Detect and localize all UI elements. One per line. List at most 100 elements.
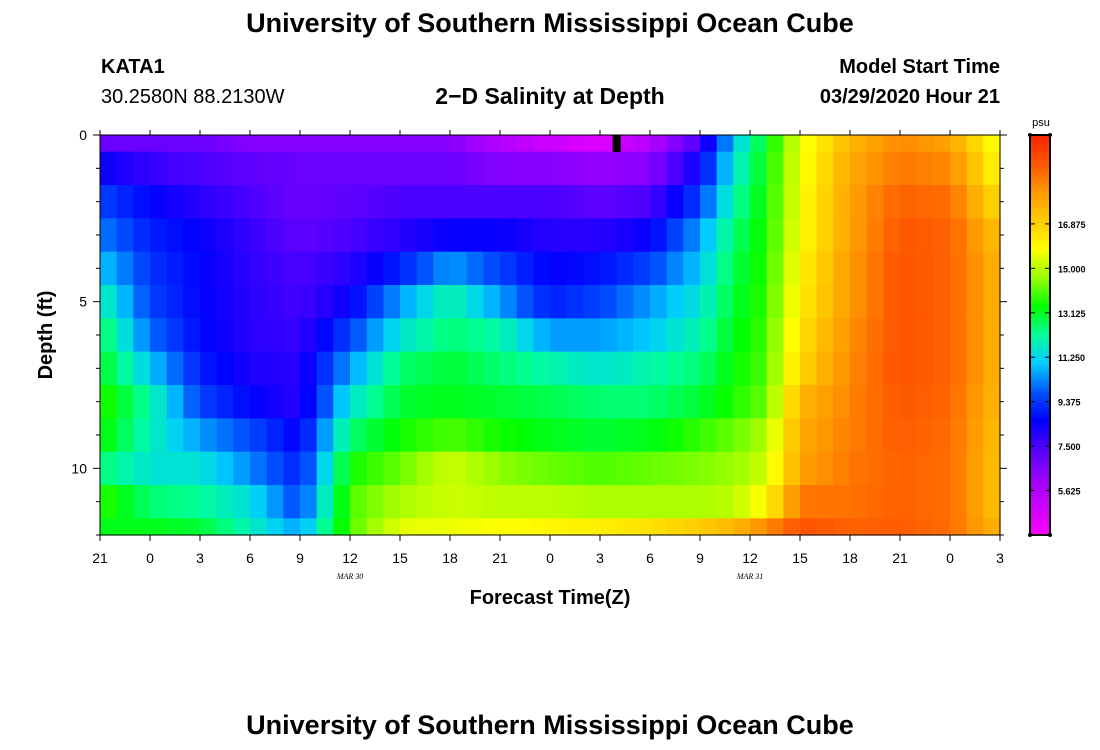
- heatmap-cell: [766, 135, 784, 153]
- heatmap-cell: [633, 251, 651, 286]
- heatmap-cell: [616, 185, 634, 219]
- heatmap-cell: [350, 451, 368, 486]
- heatmap-cell: [683, 151, 701, 186]
- heatmap-cell: [900, 485, 918, 519]
- x-tick-label: 21: [492, 550, 508, 566]
- colorbar-tick-label: 15.000: [1058, 264, 1086, 274]
- heatmap-cell: [400, 185, 418, 219]
- heatmap-cell: [300, 518, 318, 536]
- x-tick-label: 3: [996, 550, 1004, 566]
- heatmap-cell: [383, 451, 401, 486]
- heatmap-cell: [583, 418, 601, 453]
- heatmap-cell: [350, 285, 368, 319]
- heatmap-cell: [916, 485, 934, 519]
- heatmap-cell: [516, 251, 534, 286]
- heatmap-cell: [600, 485, 618, 519]
- heatmap-cell: [450, 185, 468, 219]
- heatmap-cell: [350, 218, 368, 253]
- heatmap-cell: [250, 251, 268, 286]
- heatmap-cell: [900, 135, 918, 153]
- heatmap-cell: [650, 451, 668, 486]
- heatmap-cell: [300, 151, 318, 186]
- heatmap-cell: [766, 285, 784, 319]
- heatmap-cell: [766, 218, 784, 253]
- heatmap-cell: [983, 351, 1001, 386]
- page-title: University of Southern Mississippi Ocean…: [246, 8, 854, 38]
- heatmap-cell: [583, 385, 601, 419]
- heatmap-cell: [550, 135, 568, 153]
- heatmap-cell: [950, 418, 968, 453]
- heatmap-cell: [766, 185, 784, 219]
- heatmap-cell: [583, 518, 601, 536]
- heatmap-cell: [700, 218, 718, 253]
- heatmap-cell: [133, 318, 151, 353]
- heatmap-cell: [300, 185, 318, 219]
- heatmap-cell: [133, 151, 151, 186]
- heatmap-cell: [566, 418, 584, 453]
- heatmap-cell: [900, 385, 918, 419]
- heatmap-cell: [166, 385, 184, 419]
- heatmap-cell: [566, 451, 584, 486]
- x-tick-label: 15: [792, 550, 808, 566]
- heatmap-cell: [183, 185, 201, 219]
- x-tick-label: 0: [146, 550, 154, 566]
- heatmap-cell: [350, 185, 368, 219]
- heatmap-cell: [566, 151, 584, 186]
- heatmap-cell: [516, 218, 534, 253]
- heatmap-cell: [233, 218, 251, 253]
- heatmap-cell: [166, 251, 184, 286]
- heatmap-cell: [850, 485, 868, 519]
- heatmap-cell: [216, 151, 234, 186]
- heatmap-cell: [383, 418, 401, 453]
- heatmap-cell: [283, 185, 301, 219]
- heatmap-cell: [950, 385, 968, 419]
- heatmap-cell: [200, 385, 218, 419]
- heatmap-cell: [133, 218, 151, 253]
- heatmap-cell: [200, 185, 218, 219]
- heatmap-cell: [466, 185, 484, 219]
- heatmap-cell: [516, 451, 534, 486]
- heatmap-cell: [700, 135, 718, 153]
- heatmap-cell: [233, 351, 251, 386]
- heatmap-cell: [366, 385, 384, 419]
- heatmap-cell: [850, 451, 868, 486]
- heatmap-cell: [466, 518, 484, 536]
- heatmap-cell: [850, 385, 868, 419]
- heatmap-cell: [433, 485, 451, 519]
- heatmap-cell: [683, 135, 701, 153]
- heatmap-cell: [700, 518, 718, 536]
- heatmap-cell: [100, 485, 118, 519]
- heatmap-cell: [933, 285, 951, 319]
- heatmap-cell: [233, 185, 251, 219]
- heatmap-cell: [150, 151, 168, 186]
- heatmap-cell: [316, 251, 334, 286]
- heatmap-cell: [550, 451, 568, 486]
- heatmap-cell: [883, 318, 901, 353]
- heatmap-cell: [750, 451, 768, 486]
- heatmap-cell: [316, 135, 334, 153]
- heatmap-cell: [916, 451, 934, 486]
- heatmap-cell: [416, 151, 434, 186]
- heatmap-cell: [833, 285, 851, 319]
- heatmap-cell: [733, 185, 751, 219]
- heatmap-cell: [666, 451, 684, 486]
- heatmap-cell: [200, 135, 218, 153]
- heatmap-cell: [850, 318, 868, 353]
- heatmap-cell: [883, 385, 901, 419]
- heatmap-cell: [883, 218, 901, 253]
- heatmap-cell: [250, 318, 268, 353]
- heatmap-cell: [783, 135, 801, 153]
- heatmap-cell: [100, 135, 118, 153]
- heatmap-cell: [383, 218, 401, 253]
- heatmap-cell: [933, 185, 951, 219]
- heatmap-cell: [100, 385, 118, 419]
- heatmap-cell: [633, 385, 651, 419]
- heatmap-cell: [633, 418, 651, 453]
- heatmap-cell: [266, 151, 284, 186]
- heatmap-cell: [383, 485, 401, 519]
- heatmap-cell: [766, 485, 784, 519]
- heatmap-cell: [283, 151, 301, 186]
- heatmap-cell: [800, 451, 818, 486]
- heatmap-cell: [750, 518, 768, 536]
- heatmap-cell: [683, 218, 701, 253]
